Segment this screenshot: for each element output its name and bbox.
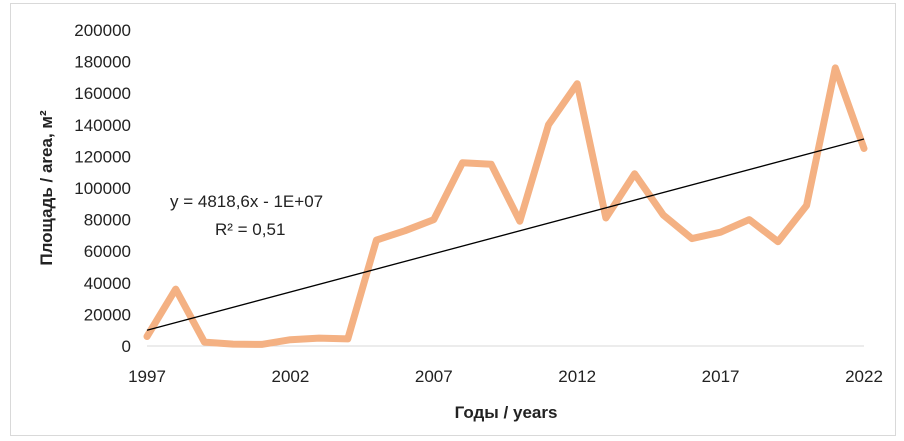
y-tick-label: 20000: [84, 305, 131, 324]
series-group: [143, 64, 868, 348]
y-tick-label: 160000: [74, 84, 131, 103]
trendline: [146, 138, 865, 331]
y-tick-label: 40000: [84, 274, 131, 293]
y-tick-label: 100000: [74, 179, 131, 198]
y-tick-label: 120000: [74, 147, 131, 166]
y-axis-ticks: 0 20000 40000 60000 80000 100000 120000 140000 1…: [74, 21, 131, 356]
x-tick-label: 1997: [128, 367, 166, 386]
x-tick-label: 2012: [558, 367, 596, 386]
series-line: [143, 64, 868, 348]
x-tick-label: 2022: [845, 367, 883, 386]
x-tick-label: 2002: [271, 367, 309, 386]
x-tick-label: 2017: [702, 367, 740, 386]
y-tick-label: 140000: [74, 116, 131, 135]
x-axis-title: Годы / years: [455, 403, 558, 422]
x-tick-label: 2007: [415, 367, 453, 386]
trendline-r2: R² = 0,51: [215, 220, 285, 239]
x-axis-ticks: 1997 2002 2007 2012 2017 2022: [128, 367, 883, 386]
y-tick-label: 80000: [84, 211, 131, 230]
y-tick-label: 60000: [84, 242, 131, 261]
y-tick-label: 0: [122, 337, 131, 356]
y-axis-title: Площадь / area, м²: [37, 110, 56, 266]
trendline-equation: y = 4818,6x - 1E+07: [170, 192, 323, 211]
y-tick-label: 200000: [74, 21, 131, 40]
y-tick-label: 180000: [74, 53, 131, 72]
